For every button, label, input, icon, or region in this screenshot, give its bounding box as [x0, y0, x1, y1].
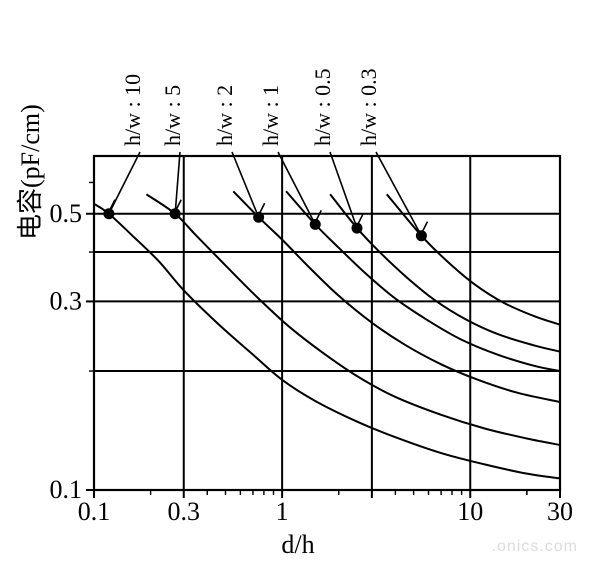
- curve-label: h/w : 0.3: [356, 68, 381, 146]
- watermark-text: .onics.com: [492, 538, 578, 556]
- x-tick-label: 30: [547, 497, 573, 526]
- y-tick-label: 0.5: [50, 199, 83, 228]
- curve-label: h/w : 1: [258, 85, 283, 146]
- x-tick-label: 0.1: [78, 497, 111, 526]
- x-tick-label: 10: [457, 497, 483, 526]
- curve-marker: [170, 208, 181, 219]
- chart-container: 0.1 0.3 1 10 30 0.1 0.3 0.5 h/w : 10 h/w : 5 h/w :…: [0, 0, 596, 566]
- curve-label: h/w : 5: [160, 85, 185, 146]
- curve-marker: [253, 212, 264, 223]
- curve-marker: [310, 219, 321, 230]
- leader-line: [109, 152, 140, 214]
- curve-marker: [103, 208, 114, 219]
- curve-label: h/w : 10: [120, 74, 145, 146]
- curve-marker: [416, 230, 427, 241]
- y-tick-label: 0.1: [50, 475, 83, 504]
- curve: [286, 191, 560, 371]
- curve-label: h/w : 0.5: [310, 68, 335, 146]
- x-tick-label: 0.3: [168, 497, 201, 526]
- curve-marker: [351, 223, 362, 234]
- y-tick-label: 0.3: [50, 286, 83, 315]
- leader-line: [330, 152, 357, 228]
- x-tick-label: 1: [276, 497, 289, 526]
- leader-line: [376, 152, 421, 236]
- leader-line: [232, 152, 259, 217]
- curve-label: h/w : 2: [212, 85, 237, 146]
- chart-svg: 0.1 0.3 1 10 30 0.1 0.3 0.5 h/w : 10 h/w : 5 h/w :…: [0, 0, 596, 566]
- curve: [94, 204, 560, 479]
- y-axis-label: 电容(pF/cm): [10, 104, 47, 240]
